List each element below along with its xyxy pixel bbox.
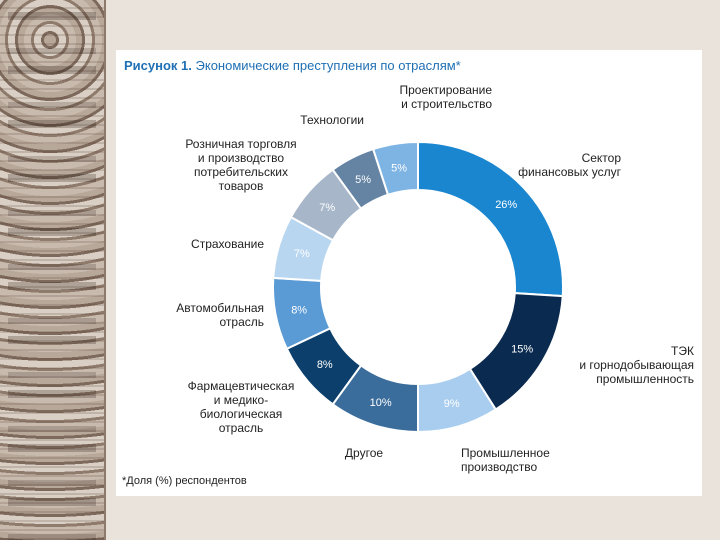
slice-category-label: ТЭК и горнодобывающая промышленность bbox=[579, 344, 694, 386]
chart-footnote: *Доля (%) респондентов bbox=[122, 475, 247, 487]
slice-value-label: 10% bbox=[370, 397, 392, 409]
decorative-ornament-pattern bbox=[8, 0, 96, 540]
donut-slice bbox=[371, 140, 419, 197]
chart-panel: Рисунок 1. Экономические преступления по… bbox=[116, 50, 702, 496]
slice-value-label: 8% bbox=[291, 305, 307, 317]
slice-value-label: 7% bbox=[319, 202, 335, 214]
slice-value-label: 26% bbox=[495, 199, 517, 211]
chart-title: Рисунок 1. Экономические преступления по… bbox=[124, 58, 461, 73]
slice-category-label: Сектор финансовых услуг bbox=[518, 151, 622, 179]
slice-value-label: 8% bbox=[317, 359, 333, 371]
decorative-ornament-border bbox=[0, 0, 106, 540]
slice-category-label: Другое bbox=[345, 446, 383, 460]
slice-category-label: Автомобильная отрасль bbox=[176, 301, 264, 329]
slice-value-label: 9% bbox=[444, 398, 460, 410]
donut-chart: 26% Сектор финансовых услуг 15% ТЭК и горнодо… bbox=[176, 83, 694, 474]
slice-category-label: Фармацевтическая и медико-биологическая от… bbox=[188, 379, 295, 435]
slice-value-label: 5% bbox=[355, 174, 371, 186]
chart-title-prefix: Рисунок 1. bbox=[124, 58, 192, 73]
chart-title-text: Экономические преступления по отраслям* bbox=[195, 58, 461, 73]
slice-category-label: Промышленное производство bbox=[461, 446, 550, 474]
slice-value-label: 5% bbox=[391, 162, 407, 174]
slice-value-label: 7% bbox=[294, 248, 310, 260]
slice-value-label: 15% bbox=[511, 344, 533, 356]
slice-category-label: Проектирование и строительство bbox=[400, 83, 493, 111]
slice-category-label: Розничная торговля и производство потребит… bbox=[185, 137, 296, 193]
slice-category-label: Страхование bbox=[191, 237, 264, 251]
slice-category-label: Технологии bbox=[300, 113, 364, 127]
